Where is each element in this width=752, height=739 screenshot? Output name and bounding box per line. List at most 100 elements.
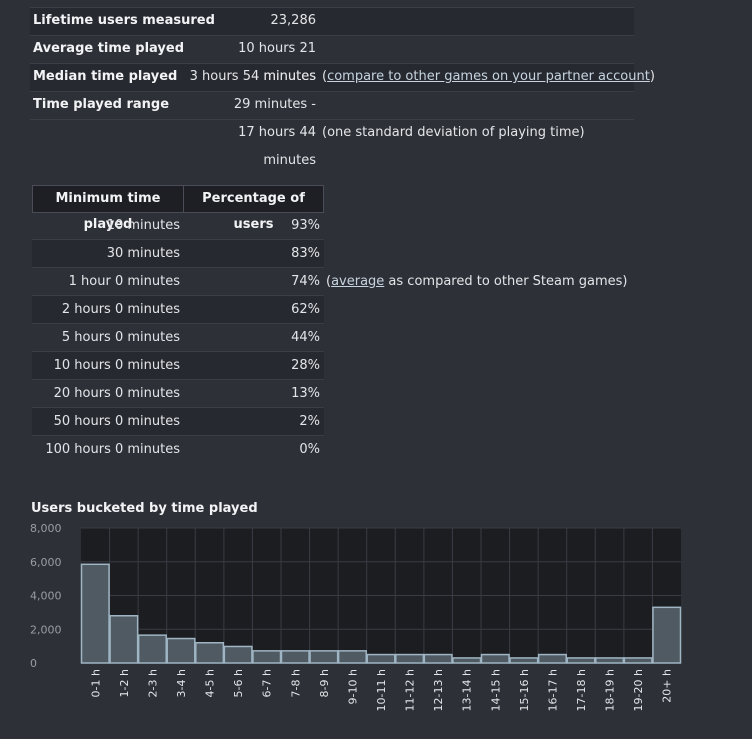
histogram-bar	[395, 653, 425, 664]
histogram-bar	[195, 642, 225, 664]
histogram-bar	[366, 653, 396, 664]
divider	[32, 351, 324, 352]
percentage-cell: 93%	[291, 218, 320, 233]
x-tick-label: 1-2 h	[118, 669, 131, 697]
stat-note: (one standard deviation of playing time)	[322, 125, 585, 140]
histogram-bar	[566, 657, 596, 664]
table-row: 10 hours 0 minutes 28%	[32, 352, 324, 380]
column-header: Minimum time played	[55, 191, 161, 232]
stat-value: 17 hours 44 minutes	[238, 125, 316, 168]
y-tick-label: 4,000	[30, 590, 62, 603]
divider	[32, 239, 324, 240]
min-time-cell: 2 hours 0 minutes	[61, 302, 180, 317]
percentage-cell: 0%	[299, 442, 320, 457]
histogram-bar	[537, 653, 567, 664]
stat-note: (compare to other games on your partner …	[322, 63, 655, 91]
min-time-cell: 50 hours 0 minutes	[53, 414, 180, 429]
table-row: 30 minutes 83%	[32, 240, 324, 268]
min-time-cell: 1 hour 0 minutes	[68, 274, 180, 289]
divider	[30, 7, 634, 8]
histogram-bar	[423, 653, 453, 664]
divider	[30, 35, 634, 36]
percentage-cell: 13%	[291, 386, 320, 401]
table-row: 50 hours 0 minutes 2%	[32, 408, 324, 436]
chart-title: Users bucketed by time played	[31, 501, 258, 516]
min-time-cell: 30 minutes	[106, 246, 180, 261]
y-tick-label: 8,000	[30, 522, 62, 535]
histogram-bar	[509, 657, 539, 664]
min-time-cell: 20 hours 0 minutes	[53, 386, 180, 401]
column-header: Percentage of users	[202, 191, 305, 232]
stats-row-bg	[30, 8, 634, 35]
note-text: (	[326, 274, 332, 289]
divider	[32, 407, 324, 408]
histogram-bar	[252, 650, 282, 664]
note-text: )	[649, 69, 655, 84]
histogram-bar	[595, 657, 625, 664]
stat-label: Median time played	[33, 69, 178, 84]
table-row: 1 hour 0 minutes 74% (average as compared …	[32, 268, 628, 296]
percentage-cell: 74%	[291, 274, 320, 289]
stats-row-bg	[30, 64, 634, 91]
x-tick-label: 9-10 h	[346, 669, 359, 704]
histogram-bar	[166, 637, 196, 664]
stat-value: 23,286	[270, 13, 317, 28]
note-text: (	[322, 69, 328, 84]
note-text: as compared to other Steam games)	[384, 274, 628, 289]
comparison-note: (average as compared to other Steam game…	[326, 268, 628, 295]
percentage-cell: 44%	[291, 330, 320, 345]
header-divider	[183, 186, 184, 212]
stats-row-average-time: Average time played 10 hours 21 minutes	[0, 35, 752, 84]
histogram-bar	[280, 650, 310, 664]
x-tick-label: 5-6 h	[232, 669, 245, 697]
histogram-bar	[480, 653, 510, 664]
histogram-bar	[223, 645, 253, 664]
divider	[32, 323, 324, 324]
table-row: 100 hours 0 minutes 0%	[32, 436, 324, 463]
x-tick-label: 11-12 h	[404, 669, 417, 711]
stat-value: 3 hours 54 minutes	[189, 69, 316, 84]
percentage-cell: 83%	[291, 246, 320, 261]
histogram-bar	[623, 657, 653, 664]
stats-row-lifetime-users: Lifetime users measured 23,286	[0, 7, 752, 35]
divider	[32, 435, 324, 436]
stat-value: 10 hours 21 minutes	[238, 41, 316, 84]
table-row: 20 hours 0 minutes 13%	[32, 380, 324, 408]
x-tick-label: 20+ h	[661, 669, 674, 703]
x-tick-label: 16-17 h	[546, 669, 559, 711]
min-time-cell: 5 hours 0 minutes	[61, 330, 180, 345]
table-row: 10 minutes 93%	[32, 212, 324, 240]
compare-games-link[interactable]: compare to other games on your partner a…	[327, 69, 650, 84]
x-tick-label: 13-14 h	[461, 669, 474, 711]
average-link[interactable]: average	[331, 274, 385, 289]
x-tick-label: 0-1 h	[89, 669, 102, 697]
percentage-cell: 62%	[291, 302, 320, 317]
x-tick-label: 3-4 h	[175, 669, 188, 697]
divider	[32, 295, 324, 296]
divider	[32, 379, 324, 380]
x-tick-label: 7-8 h	[289, 669, 302, 697]
time-played-histogram: 8,000 6,000 4,000 2,000 0 0-1 h 1-2 h 2-3 h 3-4 …	[30, 522, 682, 711]
percentage-cell: 2%	[299, 414, 320, 429]
x-tick-label: 8-9 h	[318, 669, 331, 697]
min-time-cell: 100 hours 0 minutes	[45, 442, 180, 457]
histogram-bar	[137, 634, 167, 664]
min-time-cell: 10 minutes	[106, 218, 180, 233]
y-tick-label: 0	[30, 657, 37, 670]
x-tick-label: 4-5 h	[204, 669, 217, 697]
stat-value: 29 minutes -	[233, 97, 316, 112]
stats-row-range-upper: 17 hours 44 minutes (one standard deviat…	[0, 119, 752, 168]
divider	[32, 267, 324, 268]
x-tick-label: 15-16 h	[518, 669, 531, 711]
stat-label: Time played range	[33, 97, 170, 112]
table-header: Minimum time played Percentage of users	[32, 185, 324, 232]
histogram-bar	[452, 657, 482, 664]
histogram-bar	[309, 650, 339, 664]
histogram-bar	[80, 563, 110, 664]
x-tick-label: 14-15 h	[489, 669, 502, 711]
x-tick-label: 10-11 h	[375, 669, 388, 711]
histogram-bar	[652, 606, 682, 664]
stats-row-range: Time played range 29 minutes -	[0, 91, 752, 119]
y-tick-label: 6,000	[30, 556, 62, 569]
x-tick-label: 12-13 h	[432, 669, 445, 711]
